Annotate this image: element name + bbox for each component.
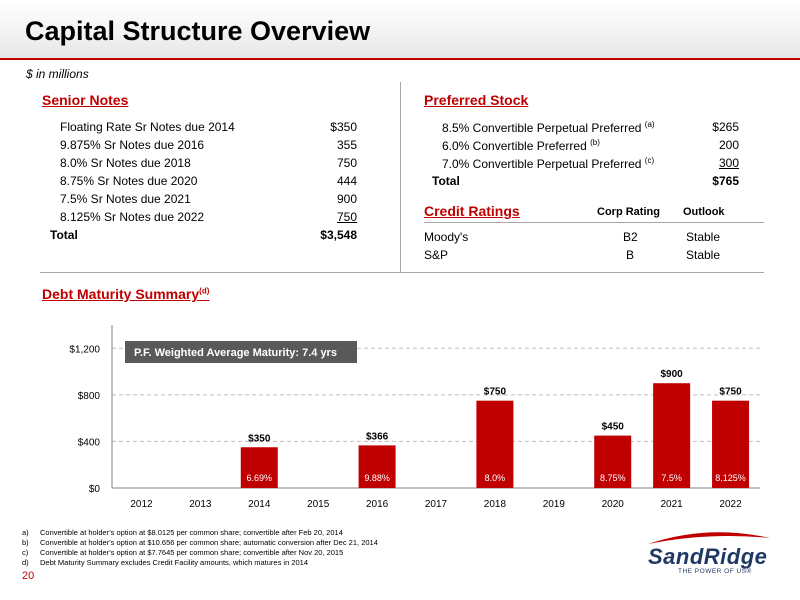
bar-value-label: $450 [602,422,625,433]
preferred-value: 300 [718,156,739,170]
corp-rating: B [626,248,635,262]
column-divider [400,82,401,272]
x-tick-label: 2013 [189,499,212,510]
x-tick-label: 2016 [366,499,389,510]
rating-row: Moody's B2 Stable [424,230,764,247]
note-label: 8.0% Sr Notes due 2018 [60,156,191,170]
maturity-annotation: P.F. Weighted Average Maturity: 7.4 yrs [134,347,337,359]
bar-value-label: $366 [366,431,389,442]
bar [653,383,691,488]
senior-notes-row: 8.75% Sr Notes due 2020 444 [60,174,357,191]
senior-notes-total-row: Total $3,548 [50,228,357,245]
note-value: $350 [330,120,357,134]
total-value: $3,548 [320,228,357,242]
preferred-stock-heading: Preferred Stock [424,92,529,108]
ratings-divider [424,222,764,223]
logo-wordmark: SandRidge [648,544,768,569]
sandridge-logo: SandRidge THE POWER OF US® [638,528,778,580]
bar-value-label: $900 [661,369,684,380]
preferred-total-row: Total $765 [432,174,739,191]
maturity-annotation-box [125,341,357,363]
bar [240,447,278,488]
preferred-label: 8.5% Convertible Perpetual Preferred (a) [442,120,655,135]
section-divider [40,272,764,273]
corp-rating-col-header: Corp Rating [597,206,660,218]
bar [712,400,750,488]
x-tick-label: 2021 [661,499,684,510]
x-tick-label: 2015 [307,499,330,510]
footnote-ref: (b) [590,138,600,147]
preferred-row: 7.0% Convertible Perpetual Preferred (c)… [442,156,739,173]
preferred-row: 6.0% Convertible Preferred (b) 200 [442,138,739,155]
note-value: 355 [336,138,357,152]
footnote-ref: (d) [199,286,210,296]
logo-swoosh-icon [648,532,770,544]
total-value: $765 [712,174,739,188]
bar [476,400,514,488]
page-title: Capital Structure Overview [25,16,371,46]
outlook-col-header: Outlook [683,206,725,218]
note-value: 444 [336,174,357,188]
bar-rate-label: 8.125% [715,473,746,483]
debt-maturity-chart: $0 $400 $800 $1,200 2012 2013 2014 $350 6.69% 201… [69,325,760,510]
units-note: $ in millions [26,67,89,81]
credit-ratings-heading: Credit Ratings [424,203,520,219]
note-value: 750 [336,156,357,170]
senior-notes-heading: Senior Notes [42,92,129,108]
note-value: 900 [336,192,357,206]
x-tick-label: 2017 [425,499,448,510]
rating-row: S&P B Stable [424,248,764,265]
logo-tagline: THE POWER OF US® [678,568,752,575]
bar-value-label: $750 [484,387,507,398]
bar-value-label: $350 [248,433,271,444]
note-label: 9.875% Sr Notes due 2016 [60,138,205,152]
preferred-row: 8.5% Convertible Perpetual Preferred (a)… [442,120,739,137]
x-tick-label: 2018 [484,499,507,510]
bar-rate-label: 8.0% [485,473,506,483]
y-tick-label: $800 [78,391,101,402]
note-label: 7.5% Sr Notes due 2021 [60,192,191,206]
bar-rate-label: 6.69% [247,473,273,483]
note-label: 8.75% Sr Notes due 2020 [60,174,198,188]
title-bar: Capital Structure Overview [0,0,800,60]
bar [358,445,396,488]
total-label: Total [432,174,460,188]
footnote-ref: (a) [644,120,655,129]
footnote-ref: (c) [644,156,655,165]
x-tick-label: 2022 [719,499,742,510]
page-number: 20 [22,570,35,582]
outlook: Stable [686,230,721,244]
y-tick-label: $400 [78,437,101,448]
bar-rate-label: 8.75% [600,473,626,483]
preferred-label: 7.0% Convertible Perpetual Preferred (c) [442,156,655,171]
senior-notes-row: 9.875% Sr Notes due 2016 355 [60,138,357,155]
y-tick-label: $0 [89,484,101,495]
preferred-value: $265 [712,120,739,134]
agency-label: Moody's [424,230,469,244]
x-tick-label: 2019 [543,499,566,510]
x-tick-label: 2014 [248,499,271,510]
preferred-label: 6.0% Convertible Preferred (b) [442,138,600,153]
bar-value-label: $750 [719,387,742,398]
total-label: Total [50,228,78,242]
preferred-value: 200 [718,138,739,152]
senior-notes-row: 8.0% Sr Notes due 2018 750 [60,156,357,173]
bar-rate-label: 9.88% [364,473,390,483]
y-tick-label: $1,200 [69,344,100,355]
agency-label: S&P [424,248,449,262]
x-tick-label: 2012 [130,499,153,510]
senior-notes-row: Floating Rate Sr Notes due 2014 $350 [60,120,357,137]
corp-rating: B2 [623,230,638,244]
bar [594,435,632,488]
outlook: Stable [686,248,721,262]
bar-rate-label: 7.5% [661,473,682,483]
x-tick-label: 2020 [602,499,625,510]
note-label: Floating Rate Sr Notes due 2014 [60,120,235,134]
note-value: 750 [336,210,357,224]
senior-notes-row: 7.5% Sr Notes due 2021 900 [60,192,357,209]
note-label: 8.125% Sr Notes due 2022 [60,210,205,224]
senior-notes-row: 8.125% Sr Notes due 2022 750 [60,210,357,227]
debt-maturity-heading: Debt Maturity Summary(d) [42,286,210,302]
